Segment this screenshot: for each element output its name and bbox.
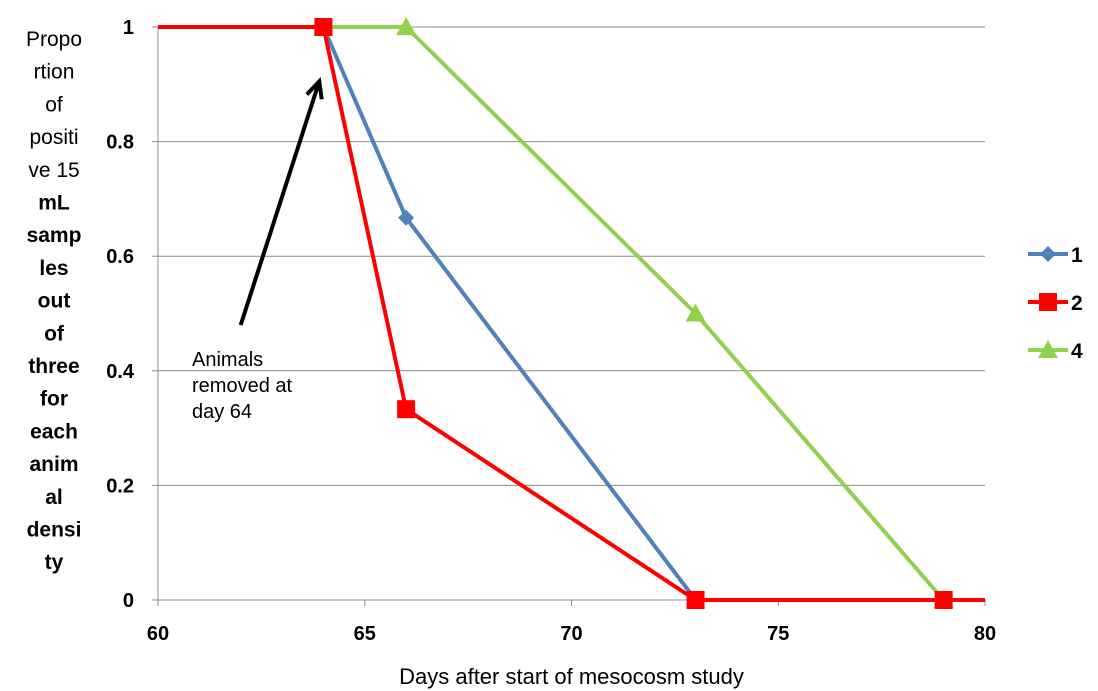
y-axis-title-line: of (44, 322, 65, 345)
y-tick-label: 0.4 (106, 361, 135, 383)
x-tick-label: 80 (974, 623, 996, 645)
legend-marker-1 (1040, 246, 1056, 262)
x-tick-label: 75 (767, 623, 789, 645)
y-axis-title-line: les (39, 257, 68, 280)
x-axis-title: Days after start of mesocosm study (399, 664, 744, 689)
data-point-1-2 (398, 209, 415, 226)
gridlines (158, 26, 985, 486)
legend-label-4: 4 (1071, 340, 1083, 363)
series-line-2 (158, 25, 985, 602)
data-point-2-1 (314, 18, 333, 36)
y-axis-title-line: ve 15 (28, 159, 79, 182)
axes: 60 65 70 75 80 0 0.2 0.4 0.6 0.8 1 (106, 17, 996, 645)
series-markers (313, 17, 954, 609)
data-point-4-3 (685, 303, 706, 322)
data-point-2-2 (397, 400, 416, 419)
y-tick-label: 0 (123, 590, 134, 612)
y-axis-title-line: mL (38, 192, 70, 215)
legend-marker-2 (1039, 293, 1057, 311)
annotation-arrow (238, 80, 322, 326)
y-axis-title-line: for (40, 388, 68, 411)
data-point-2-3 (686, 591, 705, 609)
y-axis-title-line: three (28, 355, 79, 378)
y-axis-title-line: densi (27, 519, 82, 542)
y-axis-title-line: al (45, 486, 63, 509)
x-tick-label: 70 (560, 623, 582, 645)
series-line-4 (158, 25, 985, 602)
annotation-text-line: Animals (192, 349, 263, 371)
legend-label-1: 1 (1071, 244, 1083, 267)
annotation-text-line: day 64 (192, 401, 252, 423)
y-axis-title-line: rtion (34, 61, 75, 84)
y-axis-title-line: out (38, 290, 71, 313)
series-lines (158, 25, 985, 602)
annotation-text-line: removed at (192, 375, 292, 397)
annotation-arrowhead (305, 77, 324, 100)
data-point-4-2 (396, 17, 417, 35)
y-tick-label: 0.6 (106, 246, 134, 268)
y-axis-title-line: positi (29, 126, 78, 149)
y-axis-title-line: Propo (26, 28, 82, 51)
y-tick-label: 0.2 (106, 475, 134, 497)
x-tick-label: 60 (147, 623, 169, 645)
y-axis-title-line: each (30, 420, 78, 443)
annotation: Animals removed at day 64 (192, 77, 324, 423)
legend-label-2: 2 (1071, 292, 1083, 315)
axis-labels: Days after start of mesocosm study Propo r… (26, 28, 744, 689)
y-axis-title-line: of (45, 93, 63, 116)
y-axis-title-line: ty (45, 551, 64, 574)
legend: 1 2 4 (1028, 244, 1083, 363)
y-tick-label: 1 (123, 17, 134, 39)
series-line-1 (158, 25, 985, 602)
y-axis-title-line: anim (29, 453, 78, 476)
data-point-2-4 (934, 591, 953, 609)
y-axis-title-line: samp (27, 224, 82, 247)
x-tick-label: 65 (354, 623, 376, 645)
legend-marker-4 (1038, 340, 1058, 358)
y-tick-label: 0.8 (106, 132, 134, 154)
